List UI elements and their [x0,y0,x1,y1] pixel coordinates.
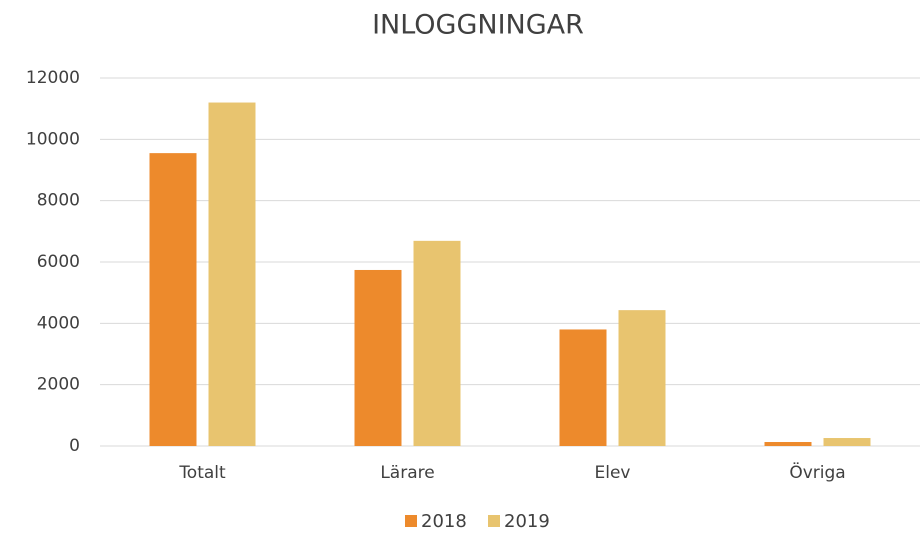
legend-label: 2018 [421,511,467,532]
y-tick-label: 6000 [37,252,80,272]
y-tick-label: 0 [69,436,80,456]
bar [354,269,402,446]
bar [149,153,197,446]
bar [559,329,607,446]
legend-swatch [405,515,417,527]
bar [618,310,666,446]
chart-title: INLOGGNINGAR [372,10,584,41]
bar [764,442,812,446]
bar [413,240,461,446]
legend-swatch [488,515,500,527]
y-tick-label: 10000 [26,129,80,149]
y-tick-label: 4000 [37,313,80,333]
x-tick-label: Totalt [178,463,226,483]
y-tick-label: 2000 [37,375,80,395]
legend-label: 2019 [504,511,550,532]
y-tick-label: 12000 [26,68,80,88]
x-tick-label: Elev [595,463,631,483]
bar [823,438,871,446]
y-tick-label: 8000 [37,191,80,211]
bar [208,102,256,447]
x-tick-label: Övriga [789,461,845,483]
x-tick-label: Lärare [380,463,434,483]
